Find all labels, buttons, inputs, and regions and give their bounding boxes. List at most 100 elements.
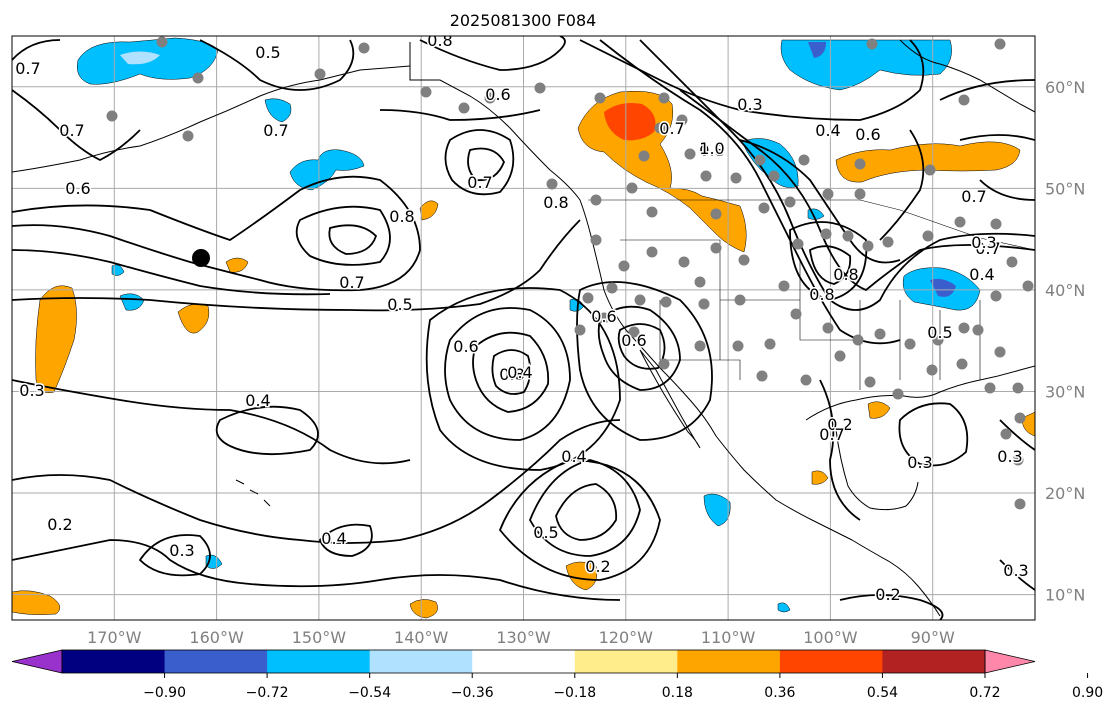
map-area: 0.70.50.80.7 0.70.60.80.60.30.40.80.70.60… [12, 36, 1035, 620]
colorbar-tick-label: −0.54 [348, 685, 391, 701]
latitude-label: 20°N [1045, 484, 1085, 503]
station-dot [972, 324, 984, 336]
station-dot [800, 374, 812, 386]
station-dot [710, 208, 722, 220]
colorbar-segment [164, 650, 268, 673]
station-dot [926, 364, 938, 376]
highlight-marker [192, 249, 210, 267]
coastline [639, 349, 701, 449]
latitude-label: 60°N [1045, 78, 1085, 97]
contour-label: 0.8 [699, 141, 724, 160]
contour-label: 0.7 [59, 121, 84, 140]
station-dot [1014, 498, 1026, 510]
station-markers [106, 36, 1034, 510]
station-dot [606, 282, 618, 294]
positive-shade [419, 200, 439, 221]
negative-shade [777, 602, 791, 613]
contour-line [898, 402, 969, 467]
station-dot [922, 230, 934, 242]
station-dot [660, 296, 672, 308]
contour-line [839, 594, 944, 620]
station-dot [822, 322, 834, 334]
coastline [235, 479, 271, 507]
contour-line [444, 307, 571, 441]
colorbar-tick-label: −0.90 [143, 685, 186, 701]
station-dot [694, 276, 706, 288]
station-dot [756, 370, 768, 382]
map-frame [11, 35, 1036, 621]
contour-label: 0.3 [19, 381, 44, 400]
station-dot [754, 154, 766, 166]
contour-label: 0.2 [585, 557, 610, 576]
contour-label: 0.7 [961, 187, 986, 206]
longitude-label: 110°W [701, 628, 756, 647]
coastline [805, 365, 1035, 421]
station-dot [590, 194, 602, 206]
contour-line [529, 459, 641, 557]
colorbar-tick-label: −0.18 [553, 685, 596, 701]
colorbar-segment [62, 650, 166, 673]
colorbar-tick-label: 0.72 [969, 685, 1000, 701]
contour-label: 0.7 [263, 121, 288, 140]
longitude-labels: 170°W 160°W 150°W 140°W 130°W 120°W 110°W 100°W… [87, 628, 955, 647]
shaded-fields [12, 37, 1035, 619]
contour-line [555, 483, 618, 541]
contour-label: 0.8 [833, 265, 858, 284]
station-dot [1006, 256, 1018, 268]
station-dot [574, 324, 586, 336]
station-dot [842, 230, 854, 242]
contour-label: 0.5 [387, 295, 412, 314]
colorbar-segment [472, 650, 576, 673]
station-dot [590, 234, 602, 246]
contour-line [12, 219, 581, 312]
positive-shade [225, 257, 249, 273]
contour-line [789, 221, 868, 301]
contour-label: 0.6 [453, 337, 478, 356]
colorbar-tick-label: 0.18 [662, 685, 693, 701]
contour-line [579, 39, 925, 121]
longitude-label: 170°W [87, 628, 142, 647]
station-dot [732, 340, 744, 352]
contour-label: 0.7 [339, 273, 364, 292]
station-dot [924, 164, 936, 176]
colorbar-segment [882, 650, 986, 673]
station-dot [854, 188, 866, 200]
contour-lines [12, 36, 1035, 620]
station-dot [458, 102, 470, 114]
station-dot [1022, 280, 1034, 292]
contour-label: 0.6 [485, 85, 510, 104]
station-dot [862, 240, 874, 252]
coastline [12, 65, 411, 173]
station-dot [658, 358, 670, 370]
longitude-label: 150°W [292, 628, 347, 647]
station-dot [676, 114, 688, 126]
contour-label: 0.5 [533, 523, 558, 542]
station-dot [314, 68, 326, 80]
negative-shade-strong [930, 278, 956, 297]
station-dot [834, 350, 846, 362]
positive-shade [835, 141, 1021, 183]
positive-shade [565, 561, 598, 591]
longitude-label: 120°W [599, 628, 654, 647]
contour-line [467, 147, 505, 182]
station-dot [192, 72, 204, 84]
station-dot [626, 182, 638, 194]
colorbar-tick-label: −0.36 [451, 685, 494, 701]
latitude-label: 50°N [1045, 179, 1085, 198]
station-dot [956, 358, 968, 370]
station-dot [958, 322, 970, 334]
contour-label: 0.3 [971, 233, 996, 252]
station-dot [710, 242, 722, 254]
contour-line [491, 349, 532, 395]
station-dot [484, 92, 496, 104]
contour-label: 0.8 [543, 193, 568, 212]
station-dot [852, 334, 864, 346]
contour-label: 1.0 [699, 139, 724, 158]
station-dot [994, 38, 1006, 50]
station-dot [990, 218, 1002, 230]
station-dot [932, 334, 944, 346]
contour-line [12, 39, 355, 91]
station-dot [882, 236, 894, 248]
station-dot [1014, 412, 1026, 424]
